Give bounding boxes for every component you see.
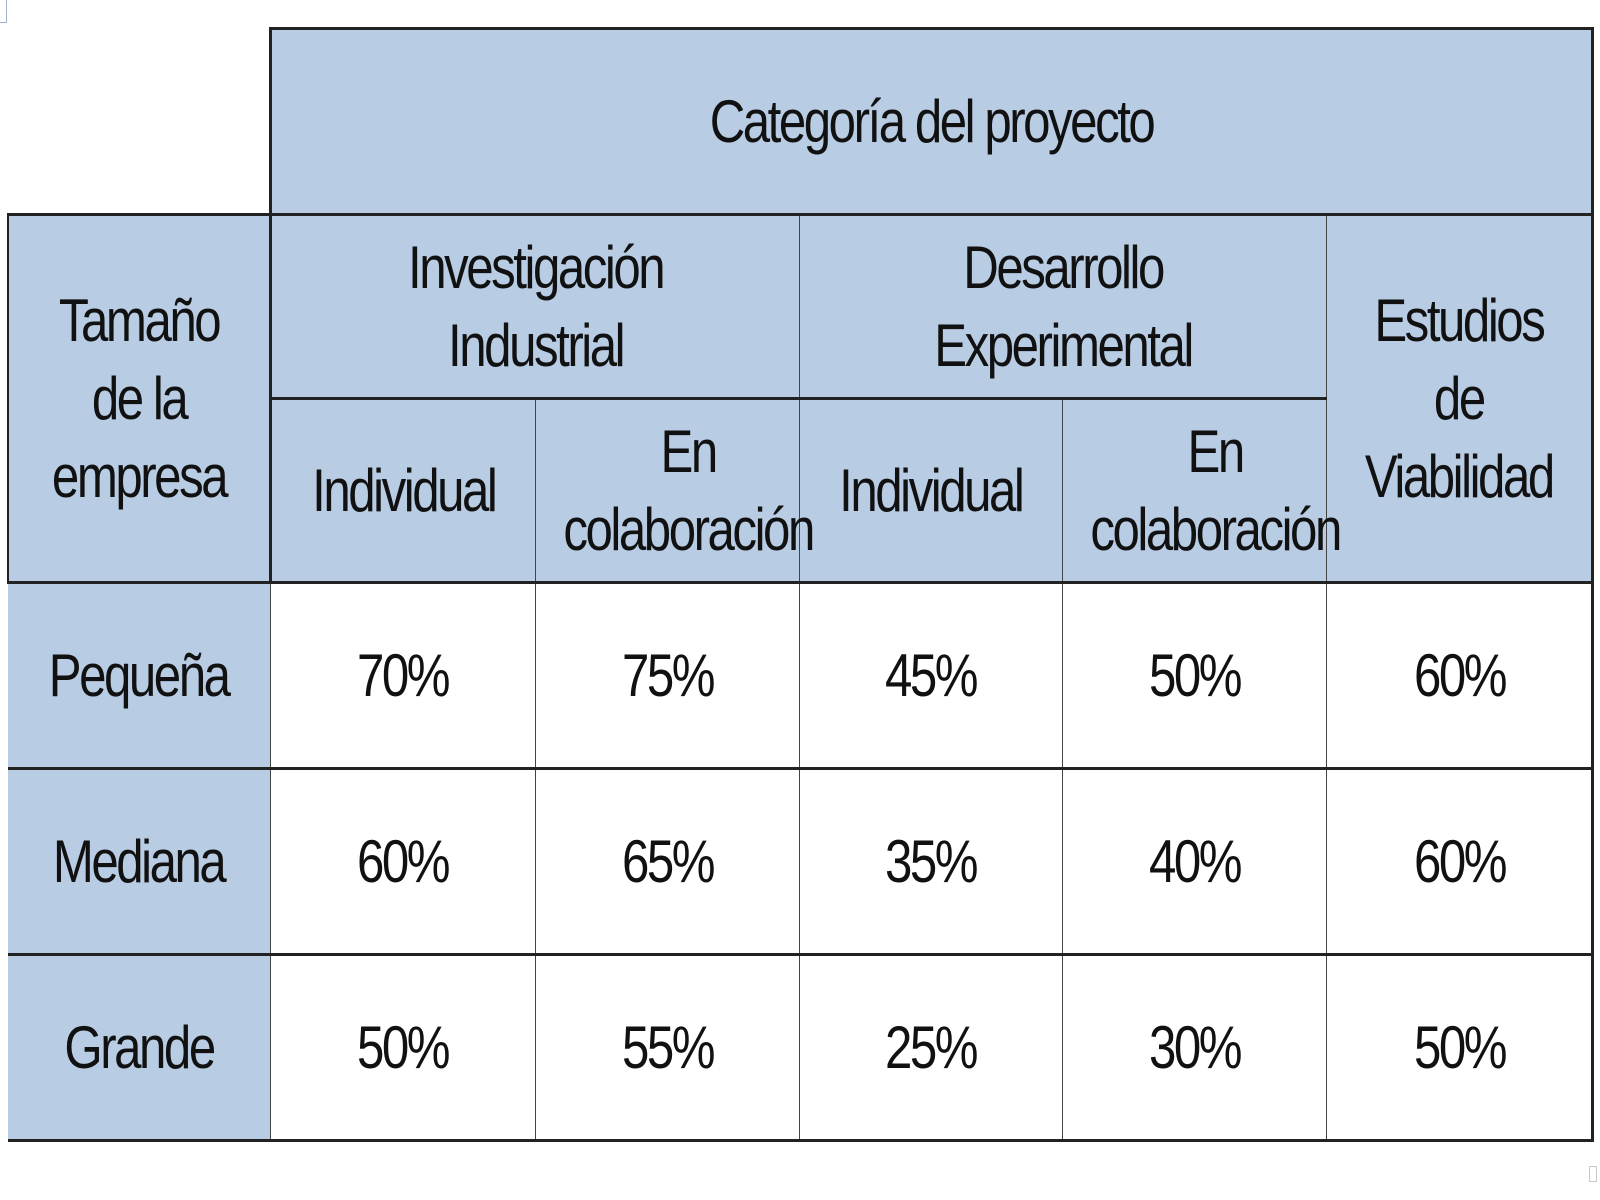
resize-handle-mark bbox=[1589, 1166, 1597, 1182]
table-title-row: Categoría del proyecto bbox=[8, 27, 1594, 216]
table-cell: 75% bbox=[534, 581, 801, 770]
table-anchor-mark bbox=[0, 0, 7, 23]
industrial-research-header: Investigación Industrial bbox=[270, 213, 801, 400]
industrial-research-label: Investigación Industrial bbox=[408, 233, 666, 379]
row-label-large: Grande bbox=[8, 953, 271, 1142]
empty-corner-cell bbox=[8, 28, 271, 215]
subheader-industrial-collaboration: En colaboración bbox=[534, 397, 815, 584]
table-cell: 50% bbox=[270, 953, 536, 1142]
feasibility-studies-header: Estudios de Viabilidad bbox=[1326, 213, 1594, 584]
experimental-development-header: Desarrollo Experimental bbox=[799, 213, 1328, 400]
table-cell: 30% bbox=[1061, 953, 1328, 1142]
company-size-label: Tamaño de la empresa bbox=[51, 286, 229, 510]
table-cell: 60% bbox=[270, 767, 536, 956]
group-header-row: Tamaño de la empresa Investigación Indus… bbox=[7, 213, 1594, 584]
subheader-experimental-individual: Individual bbox=[799, 397, 1063, 584]
table-row: Grande 50% 55% 25% 30% 50% bbox=[8, 953, 1594, 1142]
project-category-header: Categoría del proyecto bbox=[269, 27, 1594, 216]
subheader-experimental-collaboration: En colaboración bbox=[1061, 397, 1342, 584]
project-category-label: Categoría del proyecto bbox=[709, 87, 1156, 155]
row-label-small: Pequeña bbox=[8, 581, 271, 770]
table-cell: 60% bbox=[1326, 581, 1594, 770]
table-cell: 35% bbox=[799, 767, 1063, 956]
table-cell: 50% bbox=[1061, 581, 1328, 770]
table-cell: 65% bbox=[534, 767, 801, 956]
table-row: Pequeña 70% 75% 45% 50% 60% bbox=[8, 581, 1594, 770]
table-cell: 70% bbox=[270, 581, 536, 770]
subheader-industrial-individual: Individual bbox=[270, 397, 536, 584]
experimental-development-label: Desarrollo Experimental bbox=[934, 233, 1194, 379]
table-row: Mediana 60% 65% 35% 40% 60% bbox=[8, 767, 1594, 956]
table-cell: 55% bbox=[534, 953, 801, 1142]
table-cell: 45% bbox=[799, 581, 1063, 770]
table-cell: 40% bbox=[1061, 767, 1328, 956]
table-cell: 50% bbox=[1326, 953, 1594, 1142]
aid-intensity-table: Categoría del proyecto Tamaño de la empr… bbox=[7, 27, 1594, 1142]
table-cell: 60% bbox=[1326, 767, 1594, 956]
row-label-medium: Mediana bbox=[8, 767, 271, 956]
feasibility-studies-label: Estudios de Viabilidad bbox=[1365, 286, 1555, 510]
company-size-header: Tamaño de la empresa bbox=[7, 213, 273, 584]
subcolumn-header-row: Individual En colaboración Individual En… bbox=[8, 397, 1593, 584]
table-cell: 25% bbox=[799, 953, 1063, 1142]
